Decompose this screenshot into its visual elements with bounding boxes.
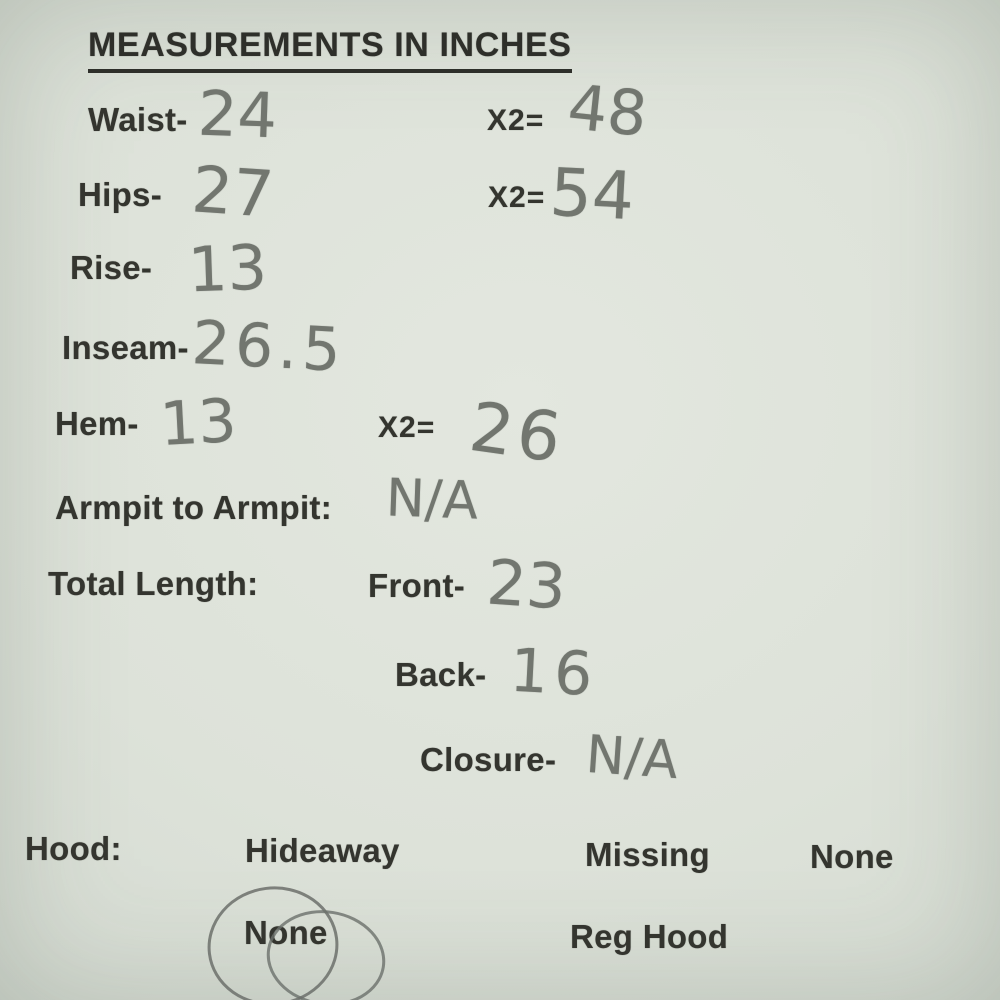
- label-hood: Hood:: [25, 830, 122, 867]
- form-title: MEASUREMENTS IN INCHES: [88, 26, 572, 73]
- label-waist: Waist-: [88, 101, 188, 138]
- label-inseam: Inseam-: [62, 329, 189, 366]
- label-back: Back-: [395, 656, 487, 693]
- value-waist-x2: 48: [564, 70, 651, 151]
- hood-option-reg-hood: Reg Hood: [570, 918, 729, 955]
- value-hips: 27: [189, 153, 276, 233]
- label-waist-x2: X2=: [487, 104, 545, 137]
- label-total-length: Total Length:: [48, 565, 259, 602]
- label-closure: Closure-: [420, 741, 557, 778]
- hood-option-none-circled: None: [244, 914, 328, 951]
- value-back: 16: [508, 635, 601, 711]
- hood-option-none-top: None: [810, 838, 894, 875]
- label-hips: Hips-: [78, 176, 162, 213]
- value-inseam: 26.5: [190, 308, 348, 386]
- value-hem: 13: [158, 386, 239, 460]
- value-rise: 13: [186, 230, 269, 307]
- label-hem: Hem-: [55, 405, 139, 442]
- hood-option-hideaway: Hideaway: [245, 832, 400, 869]
- value-armpit-to-armpit: N/A: [384, 468, 480, 532]
- label-hem-x2: X2=: [378, 411, 436, 444]
- label-front: Front-: [368, 567, 466, 604]
- value-hem-x2: 26: [464, 387, 570, 480]
- label-hips-x2: X2=: [488, 181, 546, 214]
- value-front: 23: [484, 545, 569, 624]
- value-hips-x2: 54: [548, 153, 636, 236]
- value-closure: N/A: [584, 724, 680, 792]
- value-waist: 24: [196, 76, 279, 153]
- label-rise: Rise-: [70, 249, 153, 286]
- hood-option-missing: Missing: [585, 836, 710, 873]
- label-armpit-to-armpit: Armpit to Armpit:: [55, 489, 333, 526]
